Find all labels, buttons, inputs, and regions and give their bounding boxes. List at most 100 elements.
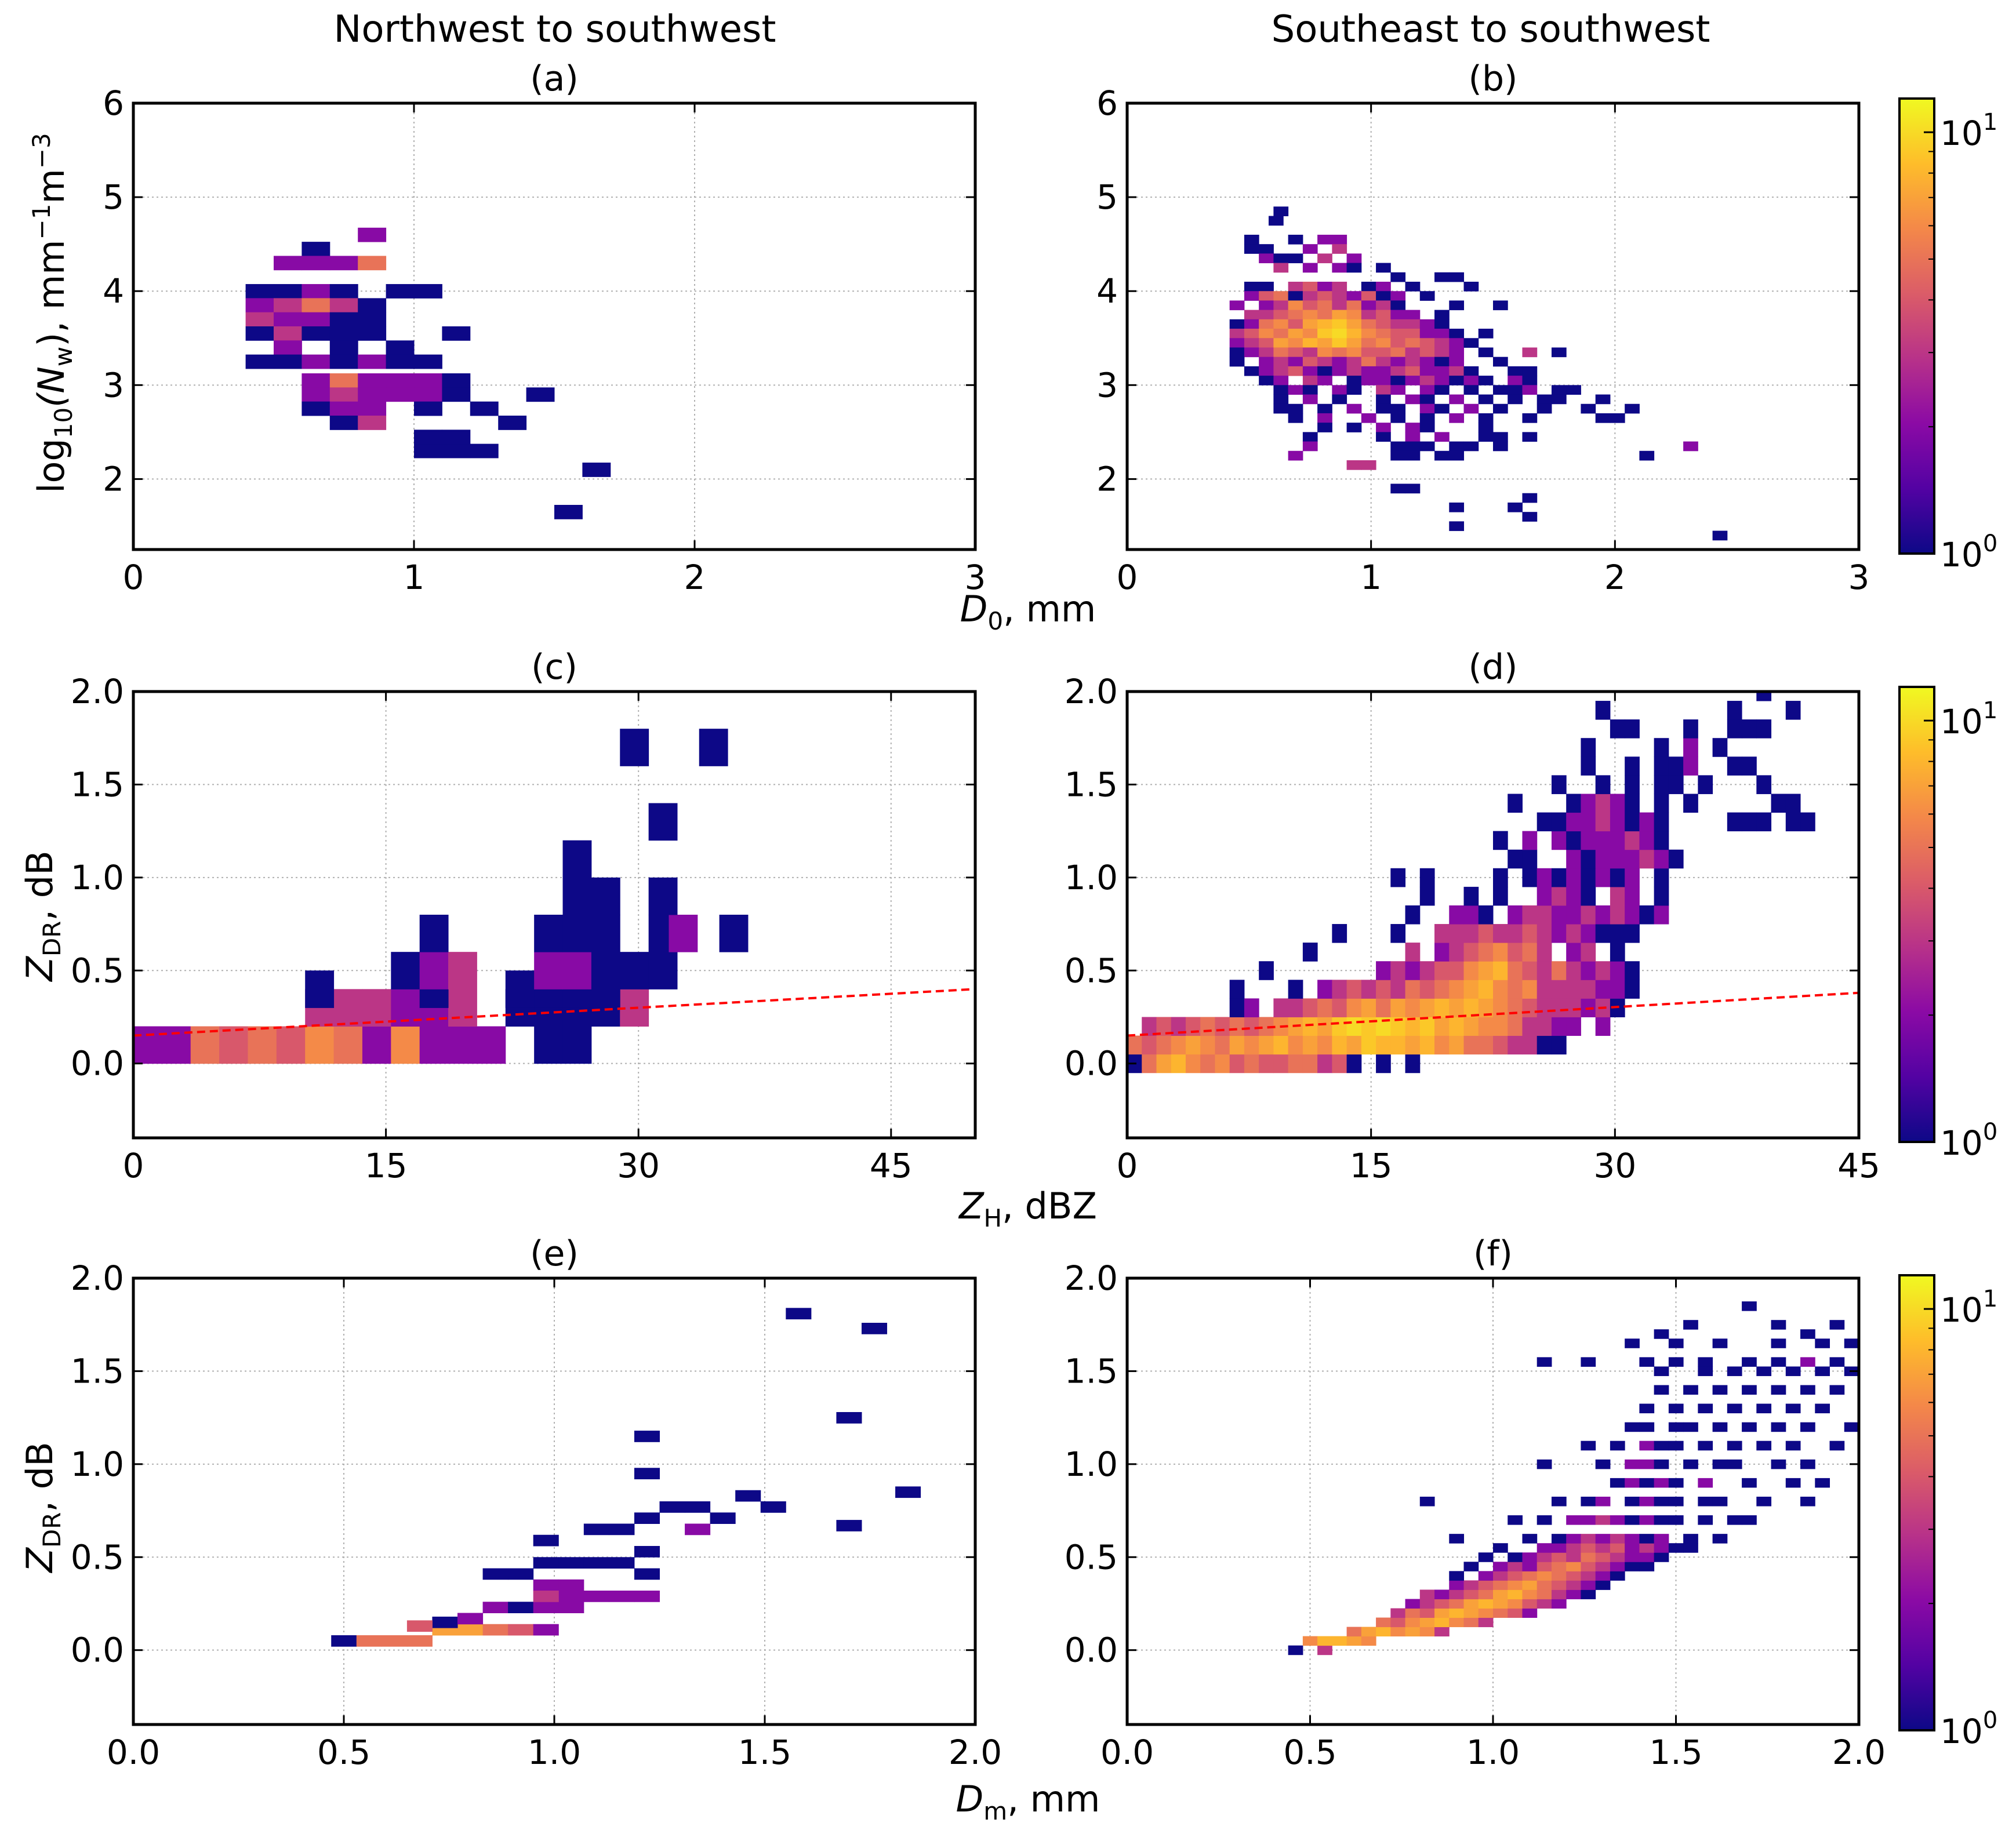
heatmap-cell [582,463,611,477]
heatmap-cell [1698,1403,1713,1414]
heatmap-cell [1493,943,1508,962]
heatmap-cell [1317,282,1332,292]
heatmap-cell [1259,1035,1274,1055]
heatmap-cell [1273,319,1289,329]
heatmap-cell [1493,1035,1508,1055]
heatmap-cell [1449,356,1465,367]
heatmap-cell [1536,1035,1552,1055]
heatmap-cell [1581,886,1596,906]
heatmap-cell [274,340,302,355]
heatmap-cell [508,1624,534,1636]
heatmap-cell [1625,849,1640,869]
y-tick-label: 0.5 [1065,1537,1118,1577]
heatmap-cell [386,387,415,402]
axes-frame [1125,690,1861,1140]
heatmap-cell [1581,905,1596,925]
heatmap-cell [386,373,415,388]
ylabel-log-nw: log10(Nw), mm−1m−3 [27,133,78,493]
heatmap-cell [1654,775,1669,794]
xlabel-zh-main: Z [958,1185,985,1227]
heatmap-cell [1317,310,1332,320]
heatmap-cell [620,729,649,766]
heatmap-cell [1654,868,1669,887]
heatmap-cell [1551,980,1567,999]
heatmap-cell [1698,1496,1713,1507]
heatmap-cell [358,298,387,313]
heatmap-cell [1625,1338,1640,1348]
heatmap-cell [1727,701,1742,720]
heatmap-cell [1522,924,1538,943]
heatmap-cell [558,1557,584,1569]
heatmap-cell [1522,1608,1538,1618]
heatmap-cell [1610,868,1625,887]
heatmap-cell [1610,831,1625,850]
heatmap-cell [1551,905,1567,925]
heatmap-cell [1522,1599,1538,1609]
heatmap-cell [1185,1017,1201,1036]
heatmap-cell [1346,356,1362,367]
heatmap-cell [1405,450,1421,461]
heatmap-cell [274,312,302,327]
heatmap-cell [1536,1571,1552,1581]
heatmap-cell [414,387,442,402]
heatmap-cell [1771,1357,1786,1367]
heatmap-cell [1610,413,1625,423]
heatmap-cell [1493,1543,1508,1553]
heatmap-cell [1698,775,1713,794]
heatmap-cell [1785,812,1801,832]
heatmap-cell [1434,998,1450,1017]
heatmap-cell [1449,924,1465,943]
heatmap-cell [1581,794,1596,813]
heatmap-cell [1244,347,1259,358]
heatmap-cell [1288,329,1303,339]
heatmap-cell [1463,886,1479,906]
heatmap-cell [1508,1035,1523,1055]
heatmap-cell [1536,943,1552,962]
heatmap-cell [1244,234,1259,245]
heatmap-cell [1844,1422,1859,1432]
heatmap-cell [1142,1035,1157,1055]
heatmap-cell [1449,329,1465,339]
heatmap-cell [1742,719,1757,738]
heatmap-cell [1215,1017,1230,1036]
heatmap-cell [1478,1571,1494,1581]
y-tick-label: 2 [1096,459,1118,499]
heatmap-cell [1727,1459,1742,1469]
heatmap-cell [1419,961,1435,980]
heatmap-cell [1727,1440,1742,1451]
heatmap-cell [1595,794,1611,813]
heatmap-cell [1346,423,1362,432]
heatmap-cell [861,1323,888,1334]
ylabel-log-nw-mid: (N [30,366,72,408]
heatmap-cell [1171,1054,1186,1074]
heatmap-cell [1698,1515,1713,1525]
heatmap-cell [1449,905,1465,925]
heatmap-cells [1127,692,1815,1074]
heatmap-cell [1419,338,1435,348]
heatmap-cell [1229,998,1245,1017]
heatmap-cell [1390,961,1406,980]
heatmap-cell [1317,366,1332,376]
heatmap-cell [1522,868,1538,887]
heatmap-cell [274,284,302,299]
heatmap-cell [1581,738,1596,757]
heatmap-cell [1493,831,1508,850]
heatmap-cell [1449,441,1465,452]
heatmap-cell [302,326,330,341]
heatmap-cell [562,952,592,989]
heatmap-cell [1478,1580,1494,1590]
heatmap-cell [1376,1054,1391,1074]
heatmap-cell [591,877,620,915]
y-tick-label: 0.0 [71,1044,124,1083]
heatmap-cell [1376,263,1391,273]
heatmap-cell [1317,338,1332,348]
heatmap-cell [1317,376,1332,385]
heatmap-cell [1346,253,1362,264]
heatmap-cell [634,1546,660,1558]
heatmap-cell [1551,998,1567,1017]
heatmap-cell [1829,1320,1845,1330]
heatmap-cell [1346,310,1362,320]
heatmap-cell [1727,1403,1742,1414]
heatmap-cell [498,416,527,430]
